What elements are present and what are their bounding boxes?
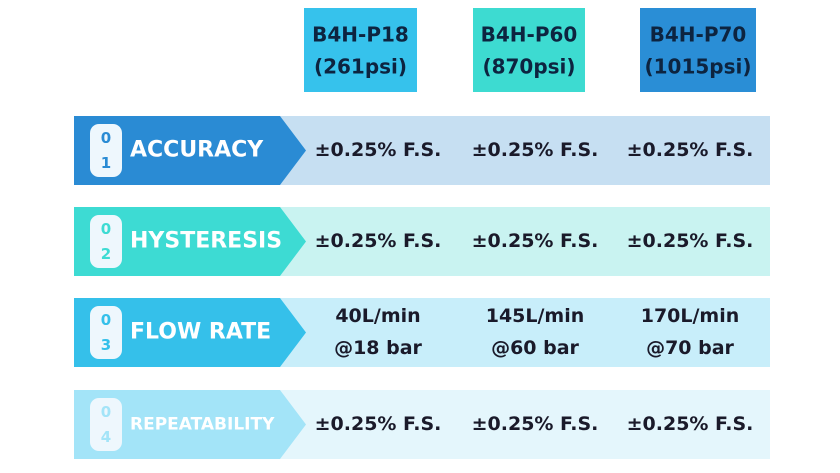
cell-value: ±0.25% F.S. — [627, 230, 754, 252]
column-model: B4H-P18 — [312, 23, 409, 47]
number-pill — [90, 398, 122, 451]
column-pressure: (870psi) — [482, 55, 575, 79]
row-arrow — [74, 298, 306, 367]
row-number-digit: 0 — [101, 220, 111, 238]
cell-value: @18 bar — [334, 337, 422, 359]
column-header — [640, 8, 756, 92]
cell-value: 40L/min — [335, 305, 420, 327]
row-number-digit: 2 — [101, 245, 111, 263]
cell-value: ±0.25% F.S. — [627, 139, 754, 161]
row-arrow — [74, 207, 306, 276]
cell-value: 145L/min — [486, 305, 585, 327]
cell-value: @70 bar — [646, 337, 734, 359]
number-pill — [90, 124, 122, 177]
row-arrow — [74, 116, 306, 185]
cell-value: ±0.25% F.S. — [472, 230, 599, 252]
cell-value: ±0.25% F.S. — [315, 139, 442, 161]
cell-value: ±0.25% F.S. — [627, 413, 754, 435]
row-label: ACCURACY — [130, 138, 264, 163]
column-header — [473, 8, 585, 92]
column-pressure: (261psi) — [314, 55, 407, 79]
number-pill — [90, 215, 122, 268]
row-number-digit: 0 — [101, 311, 111, 329]
row-number-digit: 1 — [101, 154, 111, 172]
row-number-digit: 0 — [101, 129, 111, 147]
cell-value: ±0.25% F.S. — [315, 413, 442, 435]
number-pill — [90, 306, 122, 359]
row-label: FLOW RATE — [130, 320, 271, 345]
cell-value: ±0.25% F.S. — [472, 413, 599, 435]
row-arrow — [74, 390, 306, 459]
column-model: B4H-P70 — [650, 23, 747, 47]
column-model: B4H-P60 — [481, 23, 578, 47]
row-label: HYSTERESIS — [130, 229, 282, 254]
column-header — [304, 8, 417, 92]
cell-value: @60 bar — [491, 337, 579, 359]
row-number-digit: 3 — [101, 336, 111, 354]
row-number-digit: 4 — [101, 428, 111, 446]
cell-value: ±0.25% F.S. — [315, 230, 442, 252]
column-pressure: (1015psi) — [644, 55, 751, 79]
row-number-digit: 0 — [101, 403, 111, 421]
cell-value: ±0.25% F.S. — [472, 139, 599, 161]
cell-value: 170L/min — [641, 305, 740, 327]
row-label: REPEATABILITY — [130, 415, 275, 435]
